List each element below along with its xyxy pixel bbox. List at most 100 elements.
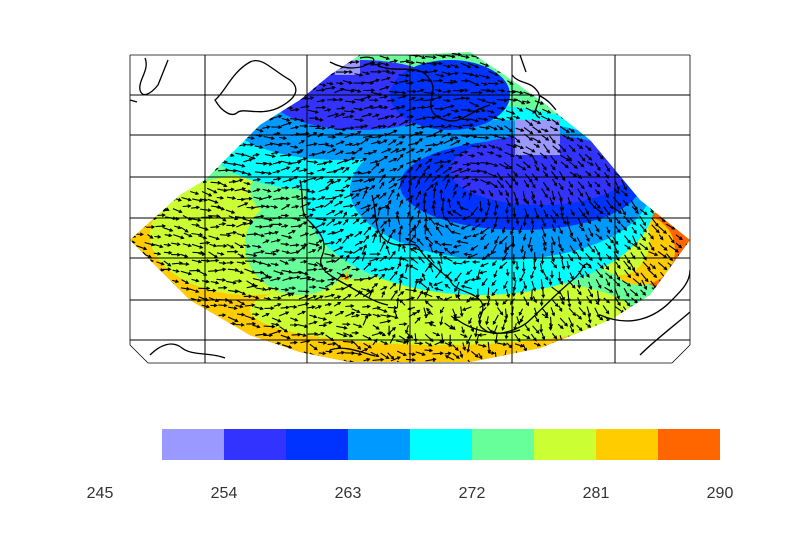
wind-arrow	[476, 269, 481, 280]
wind-arrow	[415, 117, 427, 121]
wind-arrow	[182, 343, 193, 346]
wind-arrow	[252, 188, 260, 193]
wind-arrow	[559, 317, 568, 327]
wind-arrow-head	[169, 228, 174, 232]
wind-arrow	[594, 55, 601, 61]
wind-arrow-head	[458, 125, 463, 130]
wind-arrow-head	[435, 226, 440, 231]
wind-arrow	[432, 129, 443, 135]
wind-arrow-head	[204, 227, 209, 231]
wind-arrow-head	[131, 336, 136, 340]
wind-arrow	[642, 153, 650, 158]
wind-arrow-head	[662, 218, 666, 223]
wind-arrow-head	[396, 356, 401, 360]
wind-arrow-head	[347, 52, 352, 56]
wind-arrow-head	[451, 326, 456, 331]
wind-arrow-head	[434, 366, 437, 369]
wind-arrow-head	[134, 111, 139, 115]
wind-arrow-head	[147, 254, 152, 259]
wind-arrow-head	[339, 81, 344, 86]
wind-arrow-head	[248, 158, 253, 162]
wind-arrow-head	[220, 252, 225, 256]
wind-arrow-head	[678, 196, 683, 201]
wind-arrow	[234, 127, 243, 130]
wind-arrow	[353, 172, 361, 174]
wind-arrow	[290, 126, 299, 130]
wind-arrow-head	[475, 103, 480, 108]
wind-arrow-head	[452, 244, 458, 249]
wind-arrow-head	[466, 348, 471, 354]
wind-arrow	[453, 262, 463, 265]
wind-arrow-head	[547, 109, 552, 114]
wind-arrow	[675, 180, 680, 188]
wind-arrow-head	[363, 219, 368, 224]
wind-arrow-head	[266, 342, 271, 346]
wind-arrow-head	[198, 169, 203, 173]
wind-arrow	[595, 344, 602, 354]
wind-arrow	[467, 342, 471, 352]
wind-arrow	[568, 188, 574, 196]
wind-arrow-head	[447, 351, 452, 356]
wind-arrow	[190, 90, 198, 94]
wind-arrow-head	[412, 312, 417, 316]
wind-arrow-head	[331, 218, 336, 223]
wind-arrow-head	[246, 244, 251, 248]
wind-arrow	[218, 126, 227, 129]
wind-arrow	[577, 280, 581, 288]
wind-arrow	[606, 61, 616, 70]
wind-arrow-head	[416, 309, 421, 314]
wind-arrow-head	[554, 303, 559, 308]
wind-arrow-head	[312, 62, 317, 67]
wind-arrow-head	[643, 190, 648, 194]
wind-arrow-head	[159, 244, 164, 249]
wind-arrow-head	[158, 155, 163, 160]
wind-arrow	[633, 71, 640, 75]
wind-arrow	[587, 124, 593, 132]
wind-arrow-head	[290, 292, 295, 296]
wind-arrow-head	[258, 196, 264, 201]
wind-arrow	[371, 230, 379, 237]
wind-arrow	[363, 105, 373, 110]
wind-arrow	[282, 349, 291, 354]
wind-arrow	[333, 255, 344, 263]
wind-arrow-head	[686, 220, 690, 225]
wind-arrow	[234, 179, 243, 183]
wind-arrow-head	[331, 210, 336, 214]
wind-arrow-head	[439, 340, 444, 344]
wind-arrow	[233, 99, 244, 103]
wind-arrow-head	[342, 127, 347, 132]
wind-arrow-head	[567, 83, 572, 88]
wind-arrow	[550, 155, 557, 164]
wind-arrow-head	[259, 145, 264, 150]
wind-arrow-head	[255, 295, 260, 300]
colorbar-swatch	[472, 429, 534, 460]
wind-arrow-head	[661, 351, 666, 355]
colorbar	[162, 429, 720, 460]
wind-arrow	[145, 289, 152, 294]
wind-arrow	[273, 197, 284, 201]
wind-arrow-head	[168, 125, 173, 130]
wind-arrow-head	[220, 196, 225, 200]
wind-arrow	[317, 196, 325, 201]
wind-arrow	[445, 355, 455, 361]
wind-arrow-head	[135, 170, 140, 175]
wind-arrow	[614, 137, 623, 145]
wind-arrow-head	[301, 246, 306, 250]
wind-arrow-head	[133, 360, 138, 362]
wind-arrow-head	[149, 269, 154, 273]
wind-arrow	[335, 360, 347, 362]
wind-arrow-head	[582, 82, 587, 87]
wind-arrow-head	[251, 316, 256, 321]
wind-arrow	[686, 352, 690, 360]
wind-arrow-head	[206, 286, 211, 291]
wind-arrow	[658, 125, 665, 132]
wind-arrow-head	[616, 186, 620, 191]
wind-arrow-head	[253, 284, 259, 289]
wind-arrow-head	[626, 119, 631, 123]
wind-arrow	[288, 351, 297, 358]
wind-arrow-head	[560, 301, 565, 306]
wind-arrow	[390, 81, 398, 84]
wind-arrow-head	[311, 305, 316, 310]
wind-arrow-head	[635, 272, 640, 277]
wind-arrow-head	[627, 141, 632, 145]
